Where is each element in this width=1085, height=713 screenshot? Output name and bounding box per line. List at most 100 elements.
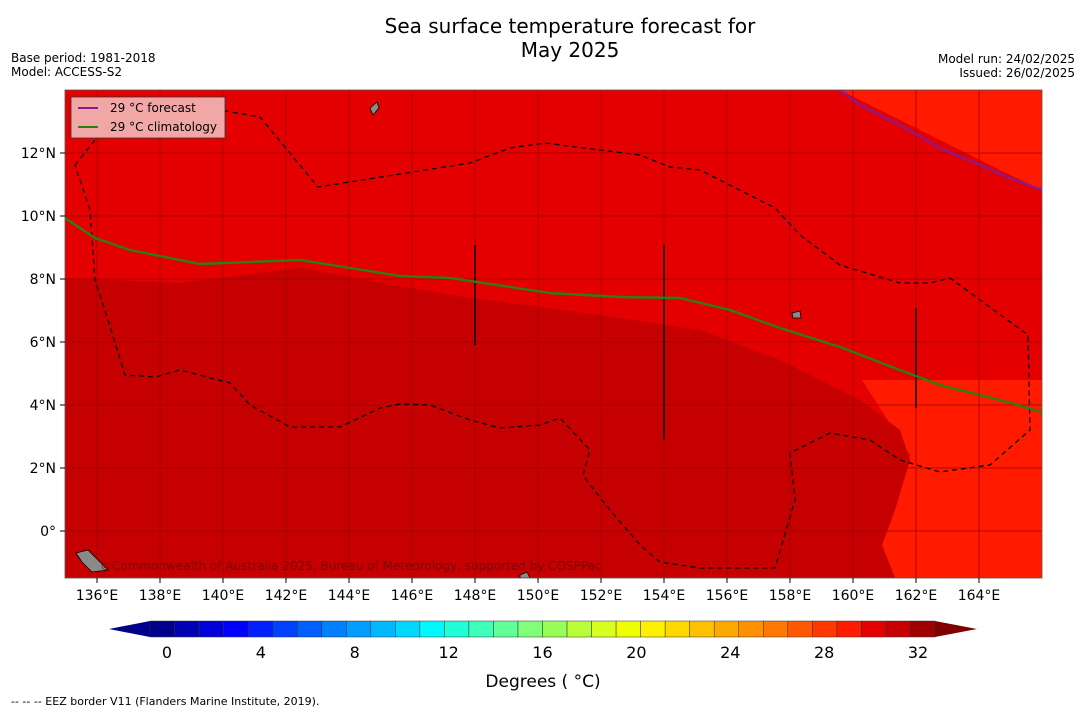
colorbar-swatch (566, 620, 592, 638)
colorbar-swatch (149, 620, 175, 638)
colorbar-swatch (542, 620, 568, 638)
meta-left: Base period: 1981-2018 Model: ACCESS-S2 (11, 51, 156, 79)
base-period: Base period: 1981-2018 (11, 51, 156, 65)
colorbar-swatch (247, 620, 273, 638)
lon-tick-label: 136°E (76, 588, 119, 604)
lat-tick-label: 10°N (21, 209, 56, 225)
island-southwest (75, 549, 109, 573)
model-run: Model run: 24/02/2025 (937, 52, 1075, 66)
lon-tick-label: 138°E (139, 588, 182, 604)
colorbar-tick-label: 0 (162, 643, 172, 662)
sea-hot-region-east (862, 380, 1042, 578)
colorbar-swatch (787, 620, 813, 638)
colorbar-swatch (689, 620, 715, 638)
issued-date: Issued: 26/02/2025 (959, 66, 1075, 80)
legend-box (70, 96, 226, 139)
lon-tick-label: 160°E (832, 588, 875, 604)
legend-forecast-label: 29 °C forecast (110, 101, 196, 115)
land-masses (75, 101, 802, 578)
colorbar-tick-label: 20 (626, 643, 646, 662)
model-name: Model: ACCESS-S2 (11, 65, 123, 79)
colorbar-swatch (493, 620, 519, 638)
colorbar-tick-label: 16 (532, 643, 552, 662)
footer-note: -- -- -- EEZ border V11 (Flanders Marine… (11, 695, 320, 708)
colorbar-tick-label: 28 (814, 643, 834, 662)
colorbar-swatch (395, 620, 421, 638)
colorbar-tick-labels: 0 4 8 12 16 20 24 28 32 (162, 643, 928, 662)
sea-hot-region-north (840, 90, 1042, 190)
colorbar-tick-label: 12 (438, 643, 458, 662)
lon-tick-label: 162°E (895, 588, 938, 604)
colorbar-tick-label: 24 (720, 643, 740, 662)
colorbar-swatch (272, 620, 298, 638)
lon-tick-label: 146°E (391, 588, 434, 604)
colorbar-swatch (419, 620, 445, 638)
watermark: ©Commonwealth of Australia 2025, Bureau … (100, 559, 602, 573)
lon-tick-label: 142°E (265, 588, 308, 604)
colorbar-tick-label: 8 (350, 643, 360, 662)
island-south (519, 571, 531, 578)
meta-right: Model run: 24/02/2025 Issued: 26/02/2025 (938, 52, 1075, 80)
colorbar-swatch (517, 620, 543, 638)
colorbar-swatch (664, 620, 690, 638)
colorbar-swatch (198, 620, 224, 638)
colorbar-label: Degrees ( °C) (485, 672, 600, 692)
colorbar-swatch (861, 620, 887, 638)
lon-tick-label: 158°E (769, 588, 812, 604)
lon-tick-label: 164°E (958, 588, 1001, 604)
colorbar-swatch (468, 620, 494, 638)
title-line-1: Sea surface temperature forecast for (384, 14, 756, 38)
lon-tick-label: 156°E (706, 588, 749, 604)
lon-tick-label: 154°E (643, 588, 686, 604)
island-markers (474, 245, 917, 440)
lat-tick-label: 8°N (30, 272, 56, 288)
colorbar-tick-label: 32 (908, 643, 928, 662)
colorbar-swatch (591, 620, 617, 638)
colorbar-swatch (836, 620, 862, 638)
colorbar-swatch (296, 620, 322, 638)
lat-tick-label: 12°N (21, 146, 56, 162)
colorbar-swatch (910, 620, 936, 638)
latitude-labels: 12°N 10°N 8°N 6°N 4°N 2°N 0° (21, 146, 65, 540)
colorbar-swatch (346, 620, 372, 638)
colorbar-swatch (713, 620, 739, 638)
forecast-contour (839, 90, 1042, 192)
colorbar-swatch (444, 620, 470, 638)
longitude-labels: 136°E 138°E 140°E 142°E 144°E 146°E 148°E 150°E… (76, 578, 1001, 604)
colorbar-swatch (615, 620, 641, 638)
island-north (369, 101, 380, 116)
map-area: ©Commonwealth of Australia 2025, Bureau … (65, 90, 1042, 578)
colorbar-over-arrow (935, 621, 977, 637)
colorbar-swatch (738, 620, 764, 638)
legend: 29 °C forecast 29 °C climatology (70, 96, 226, 139)
chart-title: Sea surface temperature forecast for May… (0, 14, 1085, 62)
colorbar-swatch (321, 620, 347, 638)
lon-tick-label: 144°E (328, 588, 371, 604)
legend-climatology-label: 29 °C climatology (110, 120, 217, 134)
sea-deep-region (65, 268, 910, 578)
colorbar-swatch (370, 620, 396, 638)
colorbar-swatch (174, 620, 200, 638)
colorbar-swatch (640, 620, 666, 638)
lon-tick-label: 150°E (517, 588, 560, 604)
map-frame (64, 89, 1043, 579)
lon-tick-label: 148°E (454, 588, 497, 604)
colorbar-swatch (763, 620, 789, 638)
lon-tick-label: 152°E (580, 588, 623, 604)
colorbar-swatch (223, 620, 249, 638)
lat-tick-label: 6°N (30, 335, 56, 351)
island-east (791, 310, 802, 319)
colorbar (109, 620, 977, 638)
colorbar-under-arrow (109, 621, 150, 637)
climatology-contour (65, 217, 1042, 414)
lat-tick-label: 2°N (30, 461, 56, 477)
colorbar-swatch (812, 620, 838, 638)
title-line-2: May 2025 (520, 38, 620, 62)
eez-border (74, 102, 1031, 569)
lon-tick-label: 140°E (202, 588, 245, 604)
lat-tick-label: 0° (40, 524, 56, 540)
colorbar-tick-label: 4 (256, 643, 266, 662)
colorbar-swatch (885, 620, 911, 638)
lat-tick-label: 4°N (30, 398, 56, 414)
